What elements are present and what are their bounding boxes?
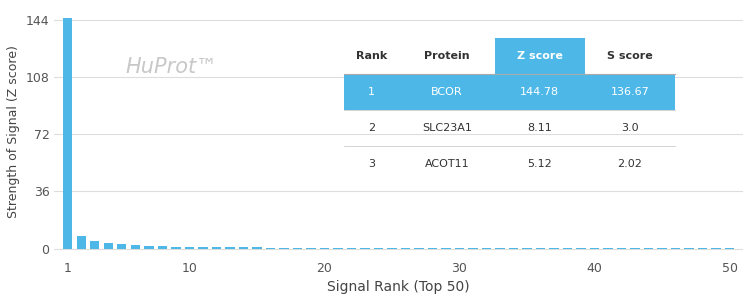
Bar xyxy=(482,248,491,249)
Text: HuProt™: HuProt™ xyxy=(125,57,218,77)
Bar xyxy=(698,248,707,249)
Bar xyxy=(495,248,505,249)
Text: ACOT11: ACOT11 xyxy=(424,159,470,169)
Bar xyxy=(562,248,572,249)
Bar xyxy=(414,248,424,249)
Bar xyxy=(670,248,680,249)
Text: Z score: Z score xyxy=(517,51,562,61)
Bar xyxy=(630,248,640,249)
Text: 8.11: 8.11 xyxy=(527,123,552,133)
Bar xyxy=(509,248,518,249)
Text: S score: S score xyxy=(607,51,652,61)
Bar xyxy=(374,248,383,249)
Bar xyxy=(333,248,343,249)
Bar xyxy=(549,248,559,249)
Text: 1: 1 xyxy=(368,87,375,97)
Bar xyxy=(387,248,397,249)
Bar xyxy=(657,248,667,249)
Bar xyxy=(238,247,248,249)
Bar xyxy=(603,248,613,249)
Bar xyxy=(616,248,626,249)
Bar xyxy=(279,248,289,249)
Bar xyxy=(360,248,370,249)
Text: 2.02: 2.02 xyxy=(617,159,643,169)
Text: 3.0: 3.0 xyxy=(621,123,639,133)
Text: 144.78: 144.78 xyxy=(520,87,560,97)
Bar xyxy=(90,240,100,249)
Bar xyxy=(117,244,127,249)
Bar xyxy=(171,247,181,249)
Bar xyxy=(427,248,437,249)
X-axis label: Signal Rank (Top 50): Signal Rank (Top 50) xyxy=(327,280,470,294)
Bar xyxy=(266,248,275,249)
Bar xyxy=(104,243,113,249)
Bar xyxy=(306,248,316,249)
Bar xyxy=(724,248,734,249)
Bar xyxy=(130,245,140,249)
Bar xyxy=(346,248,356,249)
Text: 5.12: 5.12 xyxy=(527,159,552,169)
Bar xyxy=(252,247,262,249)
Bar xyxy=(536,248,545,249)
Bar xyxy=(441,248,451,249)
Bar xyxy=(522,248,532,249)
Bar xyxy=(400,248,410,249)
Bar xyxy=(454,248,464,249)
Bar xyxy=(292,248,302,249)
Text: 136.67: 136.67 xyxy=(610,87,650,97)
Bar xyxy=(320,248,329,249)
Bar xyxy=(225,247,235,249)
Bar xyxy=(590,248,599,249)
Y-axis label: Strength of Signal (Z score): Strength of Signal (Z score) xyxy=(7,45,20,218)
Bar xyxy=(184,247,194,249)
Bar xyxy=(76,236,86,249)
Text: 3: 3 xyxy=(368,159,375,169)
Bar xyxy=(711,248,721,249)
Bar xyxy=(468,248,478,249)
Text: Protein: Protein xyxy=(424,51,470,61)
Text: SLC23A1: SLC23A1 xyxy=(422,123,472,133)
Bar xyxy=(644,248,653,249)
Text: Rank: Rank xyxy=(356,51,387,61)
Bar xyxy=(211,247,221,249)
Text: 2: 2 xyxy=(368,123,375,133)
Bar xyxy=(158,246,167,249)
Text: BCOR: BCOR xyxy=(431,87,463,97)
Bar xyxy=(63,18,73,249)
Bar xyxy=(684,248,694,249)
Bar xyxy=(144,246,154,249)
Bar xyxy=(576,248,586,249)
Bar xyxy=(198,247,208,249)
